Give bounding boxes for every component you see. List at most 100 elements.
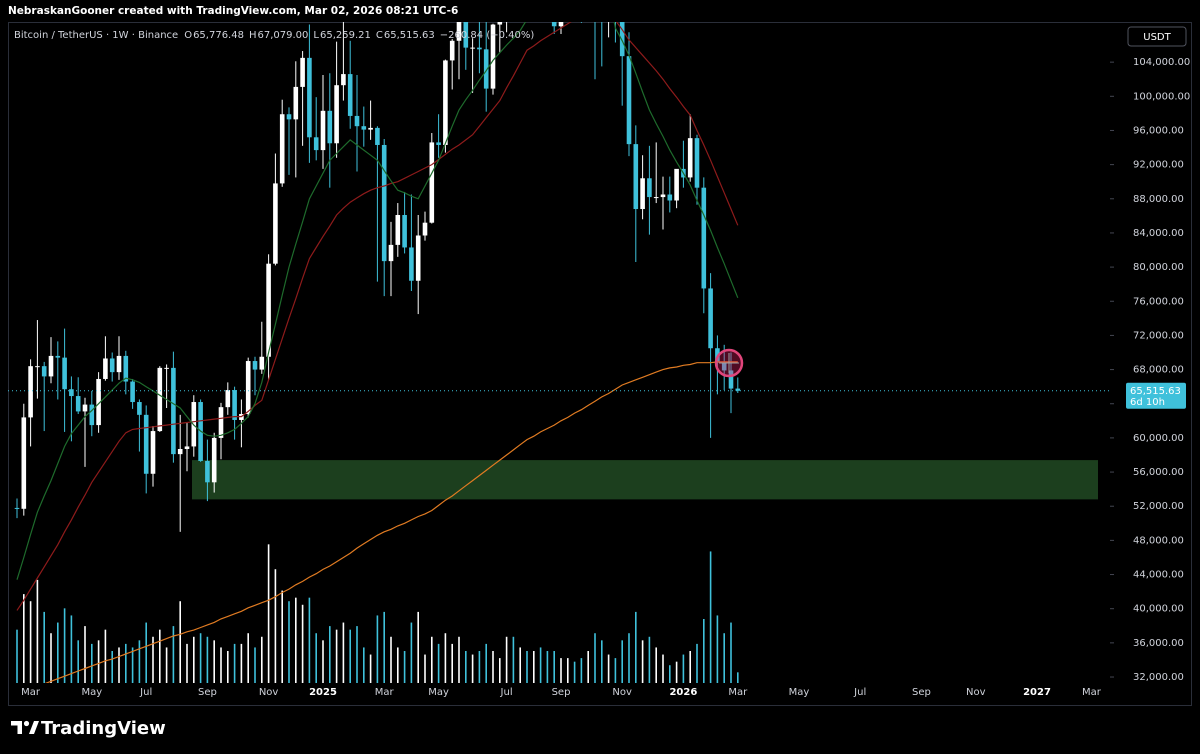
y-tick-label: 68,000.00 bbox=[1133, 365, 1184, 376]
volume-bar bbox=[390, 636, 392, 683]
volume-bar bbox=[403, 651, 406, 683]
last-price-label: 65,515.63 bbox=[1130, 386, 1181, 397]
y-tick-label: 72,000.00 bbox=[1133, 330, 1184, 341]
legend-value: 65,259.21 bbox=[320, 30, 371, 41]
y-tick-label: 92,000.00 bbox=[1133, 160, 1184, 171]
candle-body bbox=[103, 358, 108, 379]
support-zone bbox=[192, 460, 1098, 500]
volume-bar bbox=[97, 640, 100, 683]
candle-body bbox=[89, 404, 95, 426]
volume-bar bbox=[118, 647, 120, 683]
candle-body bbox=[368, 127, 373, 130]
candle-body bbox=[307, 57, 312, 138]
volume-bar bbox=[492, 651, 494, 683]
x-tick-label: Nov bbox=[612, 687, 632, 698]
chart-frame bbox=[8, 22, 1192, 706]
volume-bar bbox=[125, 643, 127, 683]
candle-body bbox=[728, 370, 734, 389]
candle-body bbox=[137, 402, 142, 415]
volume-bar bbox=[553, 651, 555, 683]
volume-bar bbox=[499, 658, 501, 683]
candle-body bbox=[415, 235, 421, 281]
candle-body bbox=[347, 74, 353, 116]
currency-button[interactable] bbox=[1127, 26, 1187, 47]
volume-bar bbox=[709, 551, 712, 683]
volume-bar bbox=[43, 611, 45, 683]
volume-bar bbox=[369, 654, 372, 683]
legend-key: L bbox=[313, 30, 319, 41]
volume-bar bbox=[261, 636, 263, 683]
x-tick-label: Mar bbox=[728, 687, 748, 698]
volume-bar bbox=[349, 629, 351, 683]
volume-bar bbox=[342, 622, 345, 683]
candle-body bbox=[75, 396, 81, 412]
volume-bar bbox=[417, 611, 419, 683]
candle-body bbox=[211, 437, 217, 483]
volume-bar bbox=[193, 636, 195, 683]
x-tick-label: 2027 bbox=[1023, 687, 1051, 698]
candle-body bbox=[409, 247, 414, 281]
x-tick-label: Nov bbox=[259, 687, 279, 698]
y-tick-label: 32,000.00 bbox=[1133, 672, 1184, 683]
volume-bar bbox=[199, 633, 202, 683]
candle-body bbox=[381, 144, 387, 262]
logo-shape bbox=[11, 721, 22, 734]
volume-bar bbox=[57, 622, 59, 683]
candle-body bbox=[341, 74, 346, 86]
candle-body bbox=[171, 367, 176, 455]
candle-body bbox=[320, 110, 326, 151]
volume-bar bbox=[233, 643, 236, 683]
legend-value: 67,079.00 bbox=[258, 30, 309, 41]
volume-bar bbox=[274, 569, 277, 683]
volume-bar bbox=[50, 633, 52, 683]
volume-bar bbox=[641, 640, 644, 683]
x-tick-label: 2025 bbox=[309, 687, 337, 698]
candle-body bbox=[388, 244, 394, 262]
volume-bar bbox=[131, 647, 134, 683]
candle-body bbox=[157, 367, 163, 432]
candle-body bbox=[245, 361, 251, 414]
candle-body bbox=[470, 47, 475, 49]
x-tick-label: Jul bbox=[853, 687, 866, 698]
candle-body bbox=[490, 24, 496, 89]
legend-title: Bitcoin / TetherUS · 1W · Binance bbox=[14, 30, 178, 41]
candle-body bbox=[735, 388, 741, 391]
volume-bar bbox=[329, 626, 331, 683]
candle-body bbox=[626, 56, 632, 145]
volume-bar bbox=[478, 651, 481, 683]
volume-bar bbox=[669, 665, 671, 683]
candle-body bbox=[48, 355, 54, 377]
volume-bar bbox=[471, 654, 474, 683]
candle-body bbox=[286, 114, 292, 120]
candle-body bbox=[164, 367, 169, 369]
legend-key: O bbox=[184, 30, 192, 41]
legend-key: H bbox=[249, 30, 257, 41]
candle-body bbox=[449, 40, 455, 61]
volume-bar bbox=[444, 633, 447, 683]
candle-body bbox=[232, 390, 237, 420]
volume-bar bbox=[138, 640, 141, 683]
candle-body bbox=[660, 194, 666, 198]
volume-bar bbox=[23, 594, 25, 683]
candle-body bbox=[177, 449, 183, 455]
volume-bar bbox=[723, 633, 725, 683]
volume-bar bbox=[730, 622, 732, 683]
volume-bar bbox=[587, 651, 589, 683]
volume-bar bbox=[227, 651, 229, 683]
candle-body bbox=[28, 366, 33, 418]
plot-area bbox=[8, 22, 1110, 683]
volume-bar bbox=[363, 647, 365, 683]
candle-body bbox=[667, 194, 673, 201]
y-tick-label: 100,000.00 bbox=[1133, 91, 1190, 102]
volume-bar bbox=[662, 654, 664, 683]
volume-bar bbox=[145, 622, 147, 683]
candle-body bbox=[436, 142, 441, 145]
currency-label: USDT bbox=[1143, 32, 1171, 43]
volume-bar bbox=[546, 651, 549, 683]
volume-bar bbox=[295, 597, 297, 683]
volume-bar bbox=[165, 647, 168, 683]
candle-body bbox=[721, 362, 727, 371]
candle-body bbox=[354, 115, 360, 127]
logo-shape bbox=[23, 720, 30, 727]
candle-body bbox=[109, 358, 115, 373]
